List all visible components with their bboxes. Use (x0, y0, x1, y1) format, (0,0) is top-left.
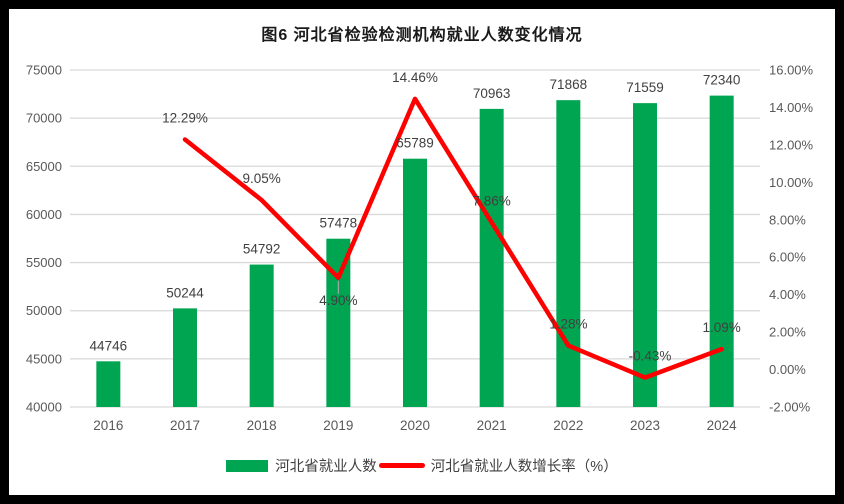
x-axis-label: 2017 (170, 418, 200, 433)
growth-rate-line (182, 96, 724, 380)
x-axis-label: 2019 (323, 418, 353, 433)
left-axis-tick: 40000 (26, 400, 62, 415)
x-axis-label: 2023 (630, 418, 660, 433)
right-axis-tick: 4.00% (769, 287, 806, 302)
left-axis-tick: 70000 (26, 111, 62, 126)
line-value-label: 1.09% (703, 320, 741, 335)
bar-2017 (173, 308, 197, 407)
legend-bar-label: 河北省就业人数 (275, 459, 377, 475)
bar-value-label: 72340 (703, 73, 741, 88)
right-axis-tick: 16.00% (769, 63, 814, 78)
line-value-label: 4.90% (319, 293, 357, 308)
line-value-label: 1.28% (549, 317, 587, 332)
bar-value-label: 71868 (550, 77, 588, 92)
right-axis-tick: -2.00% (769, 400, 811, 415)
bar-2016 (96, 361, 121, 407)
right-axis-tick: 12.00% (769, 137, 814, 152)
x-axis-label: 2022 (553, 418, 583, 433)
bar-2024 (709, 95, 734, 407)
right-axis-tick: 10.00% (769, 175, 814, 190)
x-axis-label: 2024 (707, 418, 738, 433)
right-axis-tick: 0.00% (769, 362, 806, 377)
chart-plot-area: 40000 45000 50000 55000 60000 65000 70000 75000… (26, 63, 814, 434)
bar-2019 (326, 238, 351, 407)
line-value-label: 7.86% (473, 193, 511, 208)
left-axis-tick: 65000 (26, 159, 62, 174)
bar-2023 (633, 103, 657, 408)
line-value-label: 12.29% (162, 110, 208, 125)
x-axis-label: 2020 (400, 418, 430, 433)
bar-value-label: 44746 (90, 338, 128, 353)
chart-legend: 河北省就业人数 河北省就业人数增长率（%） (9, 455, 835, 476)
x-axis-label: 2016 (93, 418, 123, 433)
left-axis-tick: 55000 (26, 255, 62, 270)
bar-value-label: 50244 (166, 285, 204, 300)
x-axis-label: 2021 (477, 418, 507, 433)
legend-line-swatch-icon (378, 463, 425, 468)
bar-2018 (249, 264, 274, 407)
line-value-label: 14.46% (392, 70, 438, 85)
right-axis-tick: 6.00% (769, 250, 806, 265)
left-axis-tick: 75000 (26, 63, 62, 78)
bar-value-label: 70963 (473, 86, 511, 101)
bar-value-label: 54792 (243, 242, 281, 257)
left-axis-tick: 45000 (26, 351, 62, 366)
line-value-label: -0.43% (629, 349, 672, 364)
bar-2022 (556, 100, 581, 408)
x-axis-label: 2018 (247, 418, 277, 433)
chart-title: 图6 河北省检验检测机构就业人数变化情况 (261, 27, 583, 44)
legend-bar-swatch-icon (226, 459, 269, 472)
right-axis-tick: 2.00% (769, 325, 806, 340)
bar-value-label: 57478 (320, 216, 358, 231)
bar-2021 (479, 108, 504, 407)
line-value-label: 9.05% (243, 171, 281, 186)
bar-value-label: 71559 (626, 80, 664, 95)
left-axis-tick: 50000 (26, 303, 62, 318)
legend-line-label: 河北省就业人数增长率（%） (430, 459, 618, 475)
left-axis-tick: 60000 (26, 207, 62, 222)
right-axis-tick: 14.00% (769, 100, 814, 115)
bar-2020 (403, 158, 427, 407)
bar-value-label: 65789 (396, 136, 434, 151)
right-axis-tick: 8.00% (769, 212, 806, 227)
